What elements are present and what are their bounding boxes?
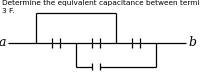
Text: a: a (0, 36, 6, 49)
Text: b: b (188, 36, 196, 49)
Text: Determine the equivalent capacitance between terminals a and b if each capacitor: Determine the equivalent capacitance bet… (2, 0, 200, 14)
